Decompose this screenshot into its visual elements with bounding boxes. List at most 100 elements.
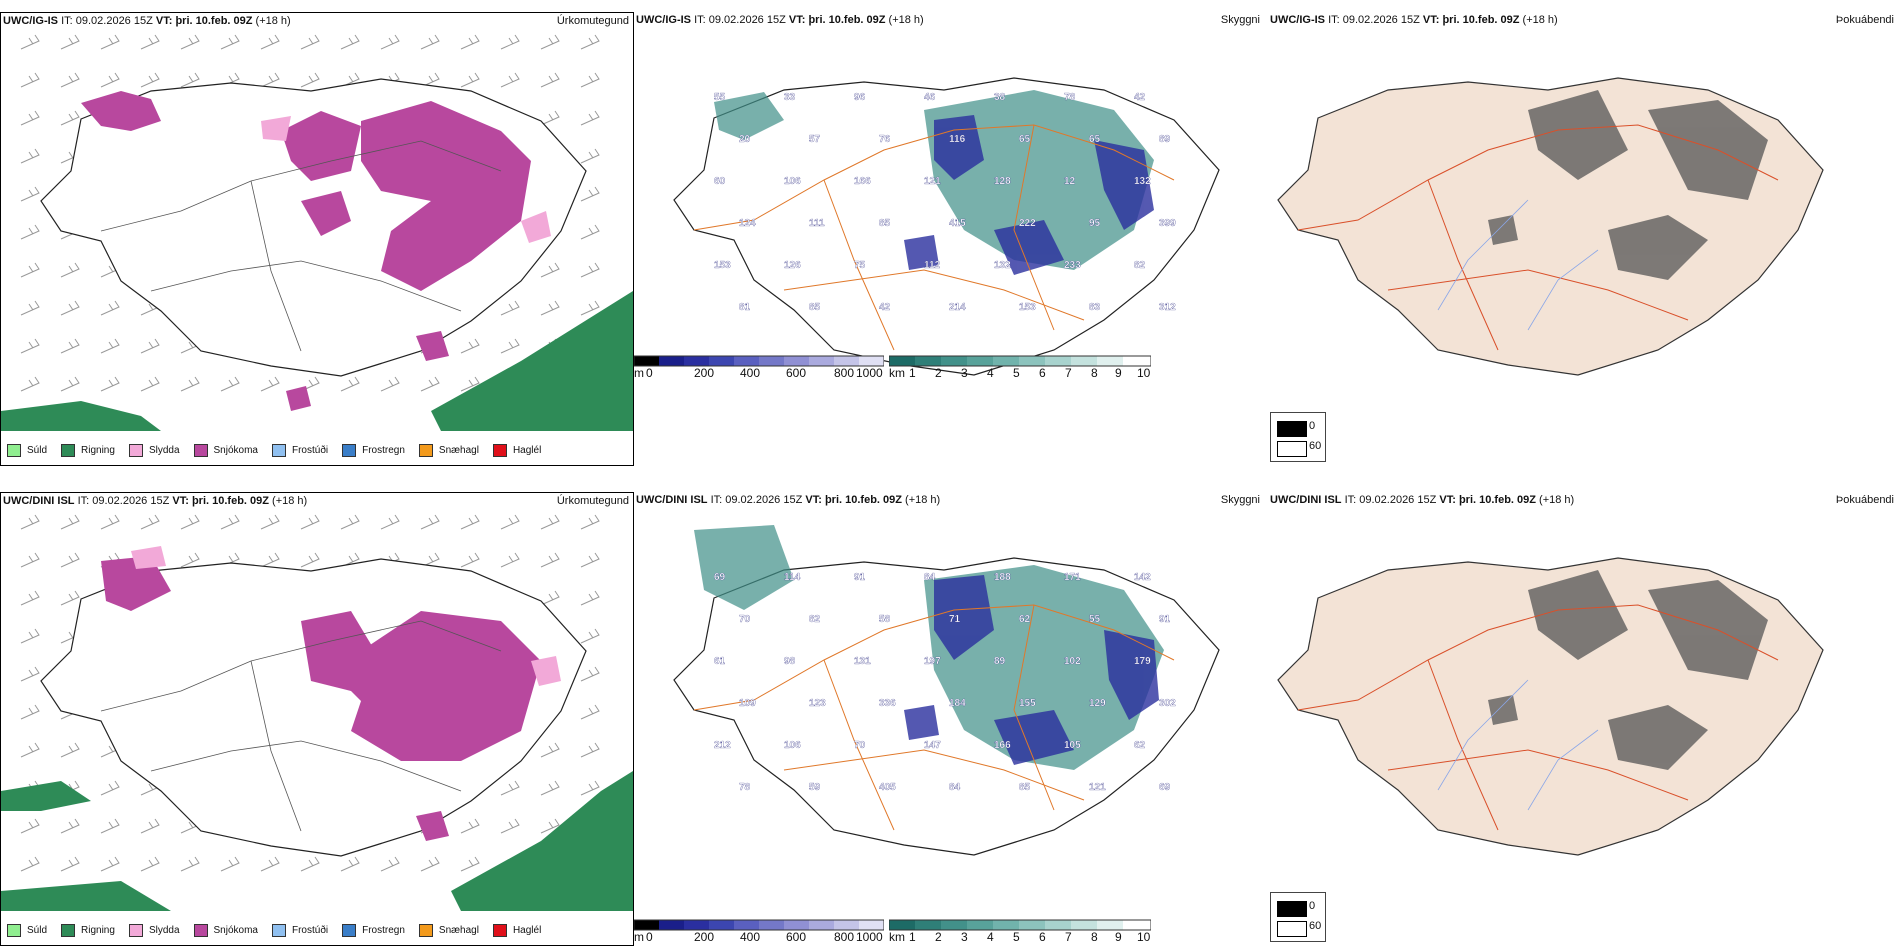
- wind-barb: [100, 856, 120, 872]
- wind-barb: [180, 552, 200, 568]
- wind-barb: [20, 262, 40, 278]
- wind-barb: [300, 72, 320, 88]
- legend-item: Slydda: [128, 924, 180, 937]
- wind-barb: [300, 34, 320, 50]
- legend-item: Snæhagl: [418, 924, 479, 937]
- visibility-label: 166: [854, 176, 871, 187]
- visibility-map-row2: 69 114 91 84 188 171 142 70 82 58 71 62 55 91 61 98 131 1…: [673, 525, 1220, 856]
- visibility-label: 188: [994, 572, 1011, 583]
- wind-barb: [500, 34, 520, 50]
- height-scale-row1: m 0 200 400 600 800 1000: [633, 354, 885, 380]
- visibility-label: 65: [1089, 134, 1101, 145]
- roads-row2: [100, 620, 502, 832]
- sleet-areas-row1: [261, 116, 551, 243]
- visibility-colorbar-row1: [888, 355, 1152, 367]
- visibility-label: 336: [879, 698, 896, 709]
- wind-barb: [140, 34, 160, 50]
- legend-item: Snjókoma: [193, 444, 258, 457]
- visibility-scale-row1: km 1 2 3 4 5 6 7 8 9 10: [888, 354, 1152, 380]
- visibility-label: 70: [854, 740, 866, 751]
- height-scale-labels-row1: m 0 200 400 600 800 1000: [634, 366, 883, 380]
- visibility-label: 20: [739, 134, 751, 145]
- wind-barb: [260, 72, 280, 88]
- wind-barb: [20, 110, 40, 126]
- visibility-label: 75: [854, 260, 866, 271]
- visibility-label: 124: [739, 218, 756, 229]
- visibility-label: 85: [1019, 782, 1031, 793]
- precip-legend-row2: Súld Rigning Slydda Snjókoma Frostúði Fr…: [7, 924, 541, 937]
- rain-areas-row2: [1, 771, 633, 911]
- wind-barb: [580, 300, 600, 316]
- visibility-panel-row1: UWC/IG-IS IT: 09.02.2026 15Z VT: þri. 10…: [633, 12, 1326, 464]
- wind-barb: [540, 300, 560, 316]
- wind-barb: [20, 666, 40, 682]
- cloud-cover-legend-row1: 0 60: [1270, 412, 1326, 462]
- wind-barb: [20, 376, 40, 392]
- fog-rivers-row2: [1437, 679, 1599, 811]
- wind-barb: [60, 338, 80, 354]
- visibility-label: 62: [1019, 614, 1031, 625]
- visibility-label: 222: [1019, 218, 1036, 229]
- legend-item: Frostregn: [342, 444, 405, 457]
- visibility-blue-areas-row2: [904, 575, 1159, 765]
- wind-barb: [580, 780, 600, 796]
- wind-barb: [140, 72, 160, 88]
- legend-swatch: [271, 444, 286, 457]
- visibility-label: 132: [994, 260, 1011, 271]
- precip-panel-row1: UWC/IG-IS IT: 09.02.2026 15Z VT: þri. 10…: [0, 12, 634, 466]
- precip-title-row2: UWC/DINI ISL IT: 09.02.2026 15Z VT: þri.…: [3, 495, 308, 507]
- wind-barb: [300, 856, 320, 872]
- cloud-swatch-light: [1277, 921, 1307, 937]
- wind-barb: [420, 34, 440, 50]
- visibility-label: 212: [714, 740, 731, 751]
- height-scale-row2: m 0 200 400 600 800 1000: [633, 918, 885, 944]
- visibility-label: 84: [924, 572, 936, 583]
- precip-map-row2: [1, 514, 633, 911]
- wind-barb: [580, 514, 600, 530]
- wind-barb: [20, 742, 40, 758]
- wind-barb: [100, 34, 120, 50]
- cloud-cover-legend-row2: 0 60: [1270, 892, 1326, 942]
- visibility-type-label-row2: Skyggni: [1220, 494, 1260, 506]
- wind-barb: [540, 552, 560, 568]
- visibility-label: 102: [1064, 656, 1081, 667]
- wind-barb: [460, 338, 480, 354]
- visibility-label: 61: [714, 656, 726, 667]
- visibility-label: 106: [784, 176, 801, 187]
- wind-barb: [460, 376, 480, 392]
- wind-barb: [460, 856, 480, 872]
- legend-swatch: [271, 924, 286, 937]
- wind-barb: [420, 856, 440, 872]
- wind-barb: [220, 514, 240, 530]
- legend-item: Súld: [7, 444, 47, 457]
- visibility-label: 81: [739, 302, 751, 313]
- visibility-label: 114: [784, 572, 801, 583]
- wind-barb: [20, 552, 40, 568]
- wind-barb: [460, 72, 480, 88]
- cloud-swatch-light: [1277, 441, 1307, 457]
- wind-barb: [460, 552, 480, 568]
- wind-barb: [340, 856, 360, 872]
- legend-item: Frostúði: [271, 444, 328, 457]
- legend-item: Snæhagl: [418, 444, 479, 457]
- fog-type-label-row2: Þokuábendi: [1835, 494, 1894, 506]
- visibility-label: 69: [714, 572, 726, 583]
- wind-barb: [20, 72, 40, 88]
- visibility-label: 111: [809, 218, 825, 229]
- wind-barb: [540, 34, 560, 50]
- wind-barb: [420, 514, 440, 530]
- wind-barb: [140, 856, 160, 872]
- roads-orange-row2: [693, 604, 1175, 831]
- visibility-title-row2: UWC/DINI ISL IT: 09.02.2026 15Z VT: þri.…: [636, 494, 941, 506]
- visibility-label: 82: [809, 614, 821, 625]
- wind-barb: [220, 376, 240, 392]
- fog-panel-row2: UWC/DINI ISL IT: 09.02.2026 15Z VT: þri.…: [1268, 492, 1898, 944]
- visibility-label: 76: [879, 134, 891, 145]
- wind-barb: [60, 514, 80, 530]
- visibility-label: 83: [1089, 302, 1101, 313]
- visibility-label: 121: [924, 176, 941, 187]
- visibility-label: 126: [784, 260, 801, 271]
- visibility-panel-row2: UWC/DINI ISL IT: 09.02.2026 15Z VT: þri.…: [633, 492, 1326, 944]
- visibility-label: 55: [714, 92, 726, 103]
- wind-barb: [500, 300, 520, 316]
